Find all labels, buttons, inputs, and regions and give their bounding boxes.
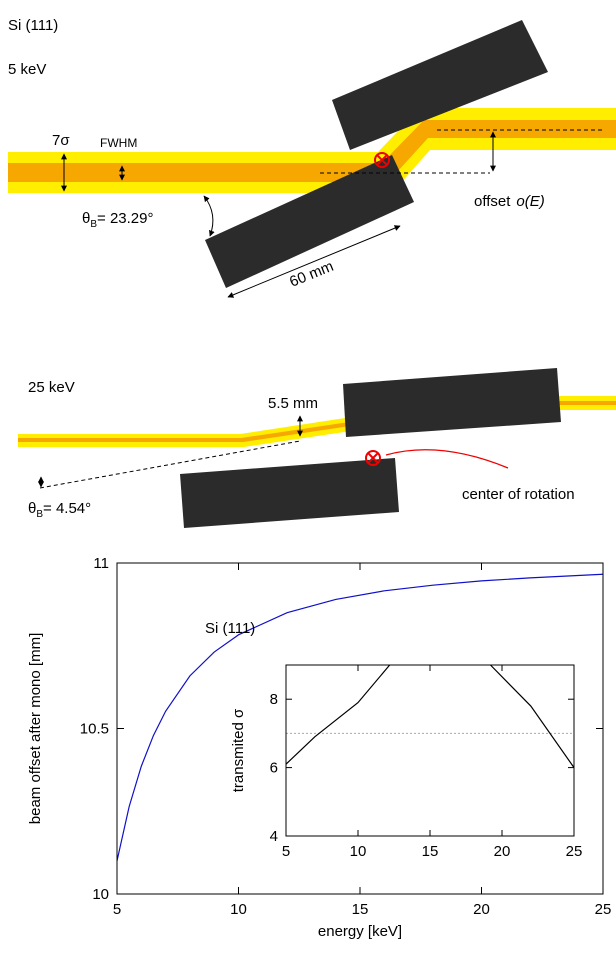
diagram-top: Si (111) 5 keV 7σ FWHM θB= 23.29° 60 mm …: [8, 17, 616, 298]
y-tick-label: 4: [270, 828, 278, 845]
beam-core: [8, 120, 616, 182]
y-tick-label: 6: [270, 760, 278, 777]
theta-subscript: B: [90, 219, 97, 230]
x-tick-label: 25: [566, 843, 583, 860]
y-tick-label: 11: [93, 555, 109, 572]
energy-label: 25 keV: [28, 379, 75, 396]
theta-value: = 23.29°: [97, 210, 153, 227]
beam-width-label: 7σ: [52, 132, 70, 149]
crystal: [332, 20, 548, 150]
theta-value: = 4.54°: [43, 500, 91, 517]
offset-symbol: o(E): [516, 193, 544, 210]
y-tick-label: 8: [270, 691, 278, 708]
series-label: Si (111): [205, 620, 255, 637]
x-tick-label: 20: [473, 901, 490, 918]
offset-label: offset o(E): [474, 193, 545, 210]
x-tick-label: 10: [350, 843, 367, 860]
x-axis-label: energy [keV]: [318, 923, 402, 940]
material-label: Si (111): [8, 17, 58, 34]
length-arrow: [227, 225, 401, 298]
energy-label: 5 keV: [8, 61, 46, 78]
x-tick-label: 10: [230, 901, 247, 918]
gap-label: 5.5 mm: [268, 395, 318, 412]
plot-area: [286, 665, 574, 836]
x-tick-label: 5: [113, 901, 121, 918]
rotation-center: [365, 450, 381, 466]
y-tick-label: 10.5: [80, 721, 109, 738]
x-tick-label: 15: [422, 843, 439, 860]
x-tick-label: 15: [352, 901, 369, 918]
x-tick-label: 20: [494, 843, 511, 860]
theta-symbol: θ: [28, 500, 36, 517]
crystal: [343, 368, 561, 437]
x-tick-label: 5: [282, 843, 290, 860]
rotation-center: [374, 152, 390, 168]
angle-arc: [203, 195, 215, 237]
theta-symbol: θ: [82, 210, 90, 227]
y-tick-label: 10: [92, 886, 109, 903]
theta-label: θB= 4.54°: [28, 500, 91, 520]
crystal: [180, 458, 399, 528]
x-tick-label: 25: [595, 901, 612, 918]
diagram-bottom: 25 keV 5.5 mm center of rotation θB= 4.5…: [18, 368, 616, 528]
pointer: [385, 449, 509, 469]
offset-text: offset: [474, 193, 511, 210]
reference-line: [39, 440, 301, 489]
y-axis-label: transmited σ: [230, 708, 247, 792]
rotation-center: [376, 154, 388, 166]
fwhm-label: FWHM: [100, 136, 137, 150]
theta-label: θB= 23.29°: [82, 210, 153, 230]
rotation-label: center of rotation: [462, 486, 575, 503]
y-axis-label: beam offset after mono [mm]: [27, 633, 44, 824]
rotation-center: [367, 452, 379, 464]
theta-subscript: B: [36, 509, 43, 520]
data-line: [285, 664, 575, 768]
data-line: [116, 573, 604, 862]
